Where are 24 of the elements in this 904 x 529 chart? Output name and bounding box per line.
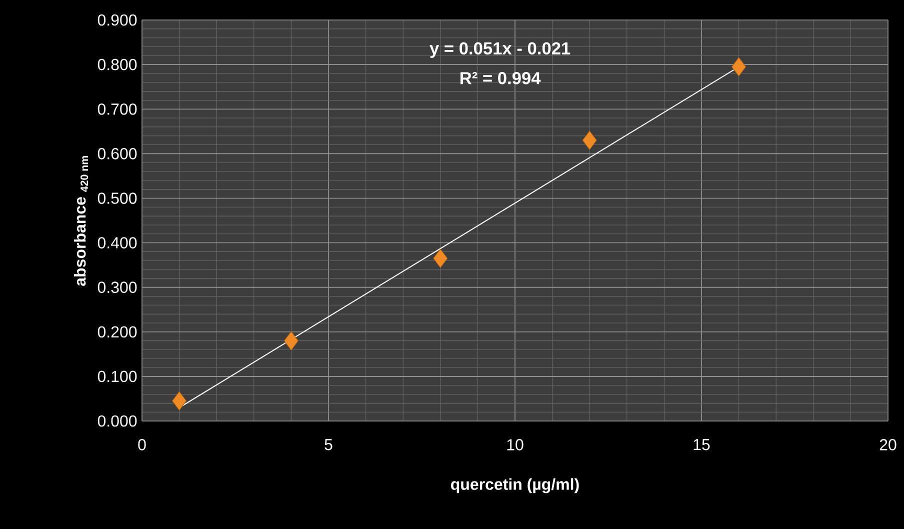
y-tick-label: 0.700 — [98, 103, 137, 115]
y-tick-label: 0.100 — [98, 370, 137, 382]
point — [284, 331, 298, 350]
y-tick-label: 0.400 — [98, 237, 137, 248]
annotation: R² = 0.994 — [460, 72, 541, 84]
annotation: y = 0.051x - 0.021 — [430, 42, 570, 58]
point — [433, 248, 448, 268]
y-tick-label: 0.000 — [98, 415, 137, 427]
point — [732, 57, 746, 76]
x-tick-label: 5 — [324, 439, 332, 450]
y-tick-label: 0.600 — [98, 148, 137, 160]
x-axis-title: quercetin (µg/ml) — [451, 478, 579, 494]
y-tick-label: 0.500 — [98, 192, 137, 204]
y-tick-label: 0.200 — [98, 326, 137, 338]
point — [582, 130, 597, 150]
x-tick-label: 0 — [138, 439, 146, 450]
y-tick-label: 0.900 — [98, 14, 137, 26]
x-tick-label: 15 — [694, 439, 710, 450]
x-tick-label: 10 — [507, 439, 524, 450]
y-tick-label: 0.300 — [98, 282, 137, 293]
x-tick-label: 20 — [880, 439, 896, 450]
y-tick-label: 0.800 — [98, 58, 137, 70]
y-axis-title: absorbance $_{420 nm}$ — [74, 156, 88, 286]
point — [172, 391, 187, 411]
